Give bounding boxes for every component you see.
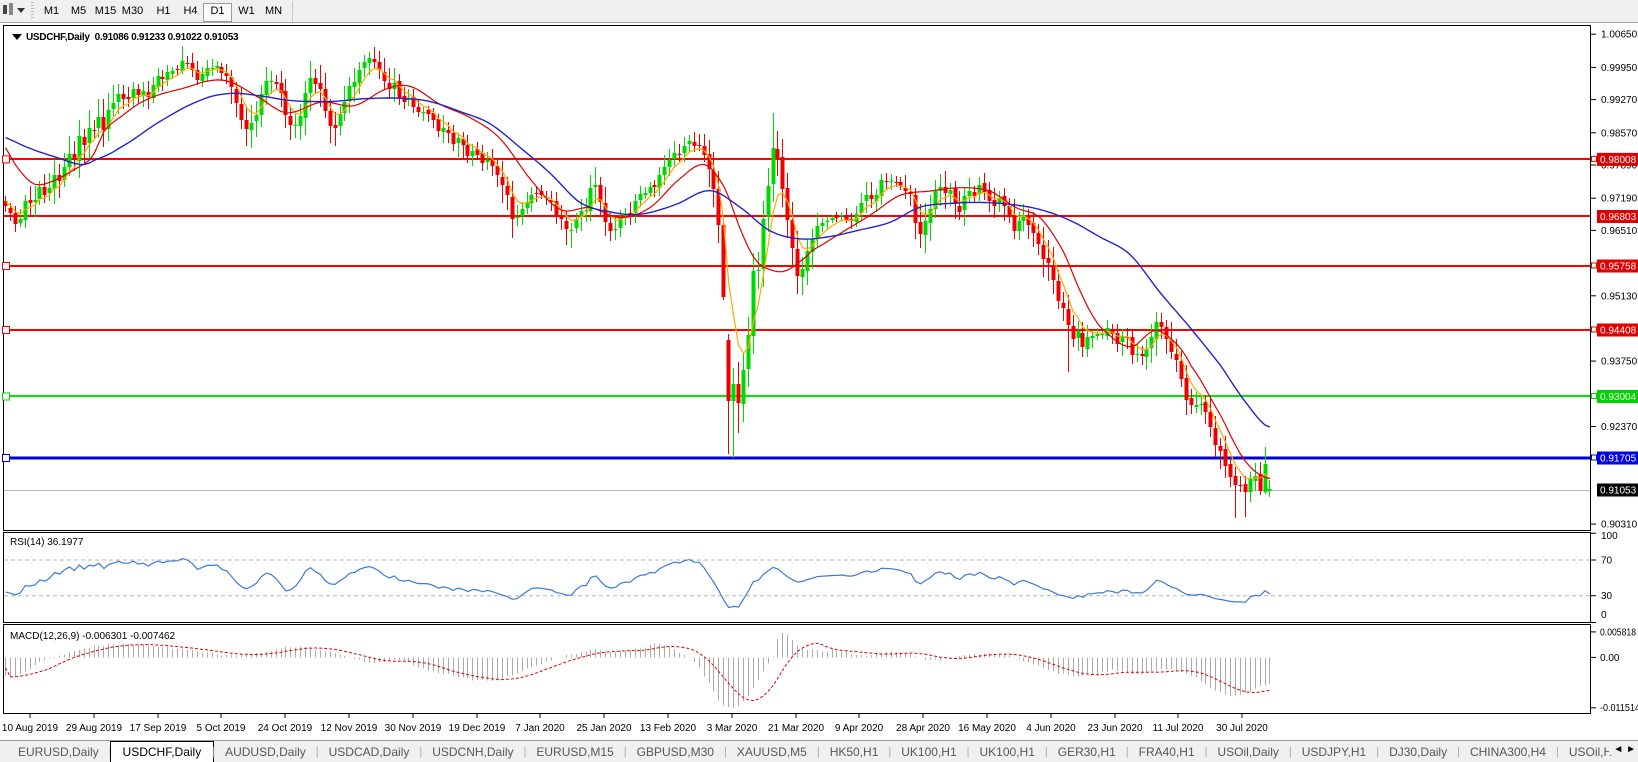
svg-text:21 Mar 2020: 21 Mar 2020 (768, 723, 825, 734)
svg-text:0.91705: 0.91705 (1600, 454, 1637, 465)
svg-text:0.94408: 0.94408 (1600, 326, 1637, 337)
svg-text:17 Sep 2019: 17 Sep 2019 (130, 723, 187, 734)
svg-text:12 Nov 2019: 12 Nov 2019 (321, 723, 378, 734)
svg-text:5 Oct 2019: 5 Oct 2019 (197, 723, 246, 734)
svg-text:0.95130: 0.95130 (1601, 291, 1638, 302)
svg-text:19 Dec 2019: 19 Dec 2019 (449, 723, 506, 734)
svg-text:0.91053: 0.91053 (1600, 486, 1637, 497)
svg-text:7 Jan 2020: 7 Jan 2020 (515, 723, 565, 734)
svg-text:10 Aug 2019: 10 Aug 2019 (2, 723, 59, 734)
svg-text:24 Oct 2019: 24 Oct 2019 (258, 723, 313, 734)
svg-text:0.98570: 0.98570 (1601, 128, 1638, 139)
svg-text:30 Nov 2019: 30 Nov 2019 (385, 723, 442, 734)
svg-text:0.93004: 0.93004 (1600, 392, 1637, 403)
svg-text:-0.011514: -0.011514 (1600, 703, 1638, 714)
svg-text:0.97190: 0.97190 (1601, 194, 1638, 205)
svg-text:23 Jun 2020: 23 Jun 2020 (1087, 723, 1142, 734)
svg-text:0.00: 0.00 (1600, 653, 1620, 664)
svg-text:0.98008: 0.98008 (1600, 155, 1637, 166)
svg-text:0: 0 (1601, 610, 1607, 621)
svg-text:9 Apr 2020: 9 Apr 2020 (835, 723, 884, 734)
svg-text:30: 30 (1601, 591, 1613, 602)
svg-text:13 Feb 2020: 13 Feb 2020 (640, 723, 697, 734)
svg-text:11 Jul 2020: 11 Jul 2020 (1153, 723, 1204, 734)
svg-text:1.00650: 1.00650 (1601, 30, 1638, 41)
svg-text:0.99950: 0.99950 (1601, 63, 1638, 74)
svg-text:0.95758: 0.95758 (1600, 262, 1637, 273)
svg-text:28 Apr 2020: 28 Apr 2020 (896, 723, 950, 734)
svg-text:16 May 2020: 16 May 2020 (958, 723, 1016, 734)
svg-text:3 Mar 2020: 3 Mar 2020 (707, 723, 758, 734)
svg-text:0.93750: 0.93750 (1601, 357, 1638, 368)
svg-text:0.97890: 0.97890 (1601, 161, 1638, 172)
svg-text:0.99270: 0.99270 (1601, 95, 1638, 106)
svg-text:25 Jan 2020: 25 Jan 2020 (576, 723, 631, 734)
svg-text:30 Jul 2020: 30 Jul 2020 (1216, 723, 1268, 734)
svg-text:RSI(14) 36.1977: RSI(14) 36.1977 (10, 537, 84, 548)
svg-text:0.92370: 0.92370 (1601, 422, 1638, 433)
svg-text:70: 70 (1601, 556, 1613, 567)
svg-text:MACD(12,26,9) -0.006301 -0.007: MACD(12,26,9) -0.006301 -0.007462 (10, 631, 176, 642)
svg-text:0.90310: 0.90310 (1601, 520, 1638, 531)
svg-text:0.96803: 0.96803 (1600, 212, 1637, 223)
svg-text:0.005818: 0.005818 (1600, 627, 1636, 638)
svg-text:29 Aug 2019: 29 Aug 2019 (66, 723, 123, 734)
svg-text:100: 100 (1601, 531, 1618, 542)
svg-text:0.96510: 0.96510 (1601, 226, 1638, 237)
svg-text:4 Jun 2020: 4 Jun 2020 (1026, 723, 1076, 734)
